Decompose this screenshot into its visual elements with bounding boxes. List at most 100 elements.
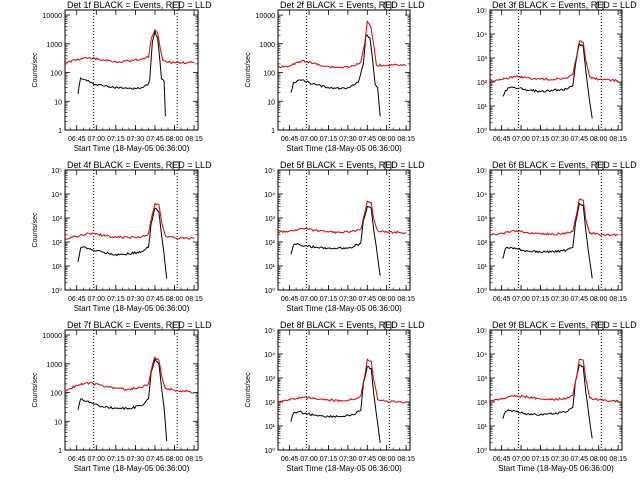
x-tick-label: 07:30	[127, 296, 145, 303]
y-tick-label: 10²	[477, 80, 488, 87]
series-lld-line	[489, 40, 619, 83]
series-events-line	[77, 30, 166, 117]
title-box-icon	[172, 161, 180, 171]
plot-frame	[277, 169, 411, 291]
y-tick-label: 10⁴	[476, 192, 487, 199]
x-tick-label: 08:00	[378, 136, 396, 143]
y-tick-label: 10²	[265, 400, 276, 407]
panel-title: Det 6f BLACK = Events, RED = LLD	[492, 160, 637, 170]
series-events-line	[502, 42, 593, 119]
x-axis-label: Start Time (18-May-05 06:36:00)	[74, 144, 190, 153]
y-tick-label: 1000	[46, 42, 62, 49]
y-axis-label: Counts/sec	[32, 372, 39, 408]
x-tick-label: 07:00	[88, 296, 106, 303]
y-tick-label: 1	[271, 128, 275, 135]
x-tick-label: 08:15	[397, 136, 415, 143]
x-tick-label: 07:00	[300, 136, 318, 143]
x-tick-label: 06:45	[68, 136, 86, 143]
series-events-line	[502, 364, 593, 439]
x-tick-label: 07:45	[571, 296, 589, 303]
y-axis-label: Counts/sec	[245, 52, 252, 88]
x-tick-label: 07:15	[107, 136, 125, 143]
x-tick-label: 07:45	[359, 136, 377, 143]
x-axis-label: Start Time (18-May-05 06:36:00)	[74, 464, 190, 473]
y-tick-label: 10³	[477, 376, 488, 383]
title-box-icon	[384, 321, 392, 331]
y-tick-label: 10³	[52, 216, 63, 223]
x-tick-label: 08:00	[378, 296, 396, 303]
x-axis-label: Start Time (18-May-05 06:36:00)	[498, 464, 614, 473]
series-lld-line	[64, 28, 195, 65]
y-tick-label: 10¹	[477, 104, 488, 111]
title-box-icon	[596, 1, 604, 11]
x-tick-label: 06:45	[281, 456, 299, 463]
y-tick-label: 10000	[43, 13, 63, 20]
x-tick-label: 07:00	[512, 136, 530, 143]
title-box-icon	[384, 1, 392, 11]
x-tick-label: 06:45	[68, 296, 86, 303]
panel-title: Det 9f BLACK = Events, RED = LLD	[492, 320, 637, 330]
x-tick-label: 07:15	[532, 136, 550, 143]
y-tick-label: 10⁰	[476, 447, 487, 455]
x-tick-label: 07:30	[339, 136, 357, 143]
y-tick-label: 10⁴	[476, 32, 487, 39]
y-tick-label: 10000	[256, 13, 276, 20]
x-tick-label: 07:00	[300, 456, 318, 463]
x-tick-label: 07:15	[532, 456, 550, 463]
x-tick-label: 06:45	[493, 136, 511, 143]
y-tick-label: 1000	[259, 42, 275, 49]
series-lld-line	[489, 358, 619, 403]
y-tick-label: 10⁰	[264, 447, 275, 455]
x-tick-label: 07:45	[571, 456, 589, 463]
x-axis-label: Start Time (18-May-05 06:36:00)	[74, 304, 190, 313]
y-axis-label: Counts/sec	[245, 372, 252, 408]
x-tick-label: 07:00	[300, 296, 318, 303]
x-tick-label: 08:15	[609, 456, 627, 463]
series-lld-line	[277, 20, 407, 69]
panel-title: Det 7f BLACK = Events, RED = LLD	[67, 320, 212, 330]
y-tick-label: 10²	[265, 240, 276, 247]
y-tick-label: 10⁴	[264, 352, 275, 359]
y-tick-label: 10⁵	[476, 328, 487, 335]
x-tick-label: 08:15	[185, 296, 203, 303]
x-tick-label: 08:00	[590, 456, 608, 463]
y-axis-label: Counts/sec	[32, 52, 39, 88]
x-tick-label: 07:15	[320, 456, 338, 463]
y-tick-label: 1000	[46, 362, 62, 369]
series-events-line	[77, 207, 168, 279]
title-box-icon	[596, 321, 604, 331]
x-tick-label: 08:15	[609, 296, 627, 303]
x-tick-label: 07:15	[320, 136, 338, 143]
x-tick-label: 07:30	[551, 296, 569, 303]
title-box-icon	[172, 321, 180, 331]
plot-frame	[64, 169, 199, 291]
panel-title: Det 8f BLACK = Events, RED = LLD	[280, 320, 425, 330]
x-tick-label: 07:45	[571, 136, 589, 143]
y-tick-label: 10²	[52, 240, 63, 247]
panel-det-7: Det 7f BLACK = Events, RED = LLD 1 10 100 10…	[32, 320, 212, 473]
y-tick-label: 10¹	[52, 264, 63, 271]
y-tick-label: 10⁵	[264, 168, 275, 175]
x-tick-label: 07:30	[551, 456, 569, 463]
x-tick-label: 07:15	[320, 296, 338, 303]
plot-frame	[64, 9, 199, 131]
panel-title: Det 4f BLACK = Events, RED = LLD	[67, 160, 212, 170]
x-tick-label: 07:30	[127, 456, 145, 463]
series-lld-line	[64, 356, 195, 394]
panel-det-5: Det 5f BLACK = Events, RED = LLD 10⁰ 10¹ 10…	[264, 160, 425, 313]
y-tick-label: 10⁴	[264, 192, 275, 199]
x-tick-label: 07:15	[532, 296, 550, 303]
x-tick-label: 07:45	[146, 296, 164, 303]
x-tick-label: 06:45	[493, 456, 511, 463]
x-tick-label: 08:00	[378, 456, 396, 463]
y-tick-label: 10¹	[265, 424, 276, 431]
x-tick-label: 06:45	[281, 136, 299, 143]
panel-det-2: Det 2f BLACK = Events, RED = LLD 1 10 100 10…	[245, 0, 425, 153]
y-tick-label: 1	[58, 448, 62, 455]
plot-frame	[489, 169, 623, 291]
x-tick-label: 08:15	[185, 136, 203, 143]
y-tick-label: 10	[54, 419, 62, 426]
x-tick-label: 06:45	[493, 296, 511, 303]
y-tick-label: 10000	[43, 333, 63, 340]
panel-title: Det 2f BLACK = Events, RED = LLD	[280, 0, 425, 10]
